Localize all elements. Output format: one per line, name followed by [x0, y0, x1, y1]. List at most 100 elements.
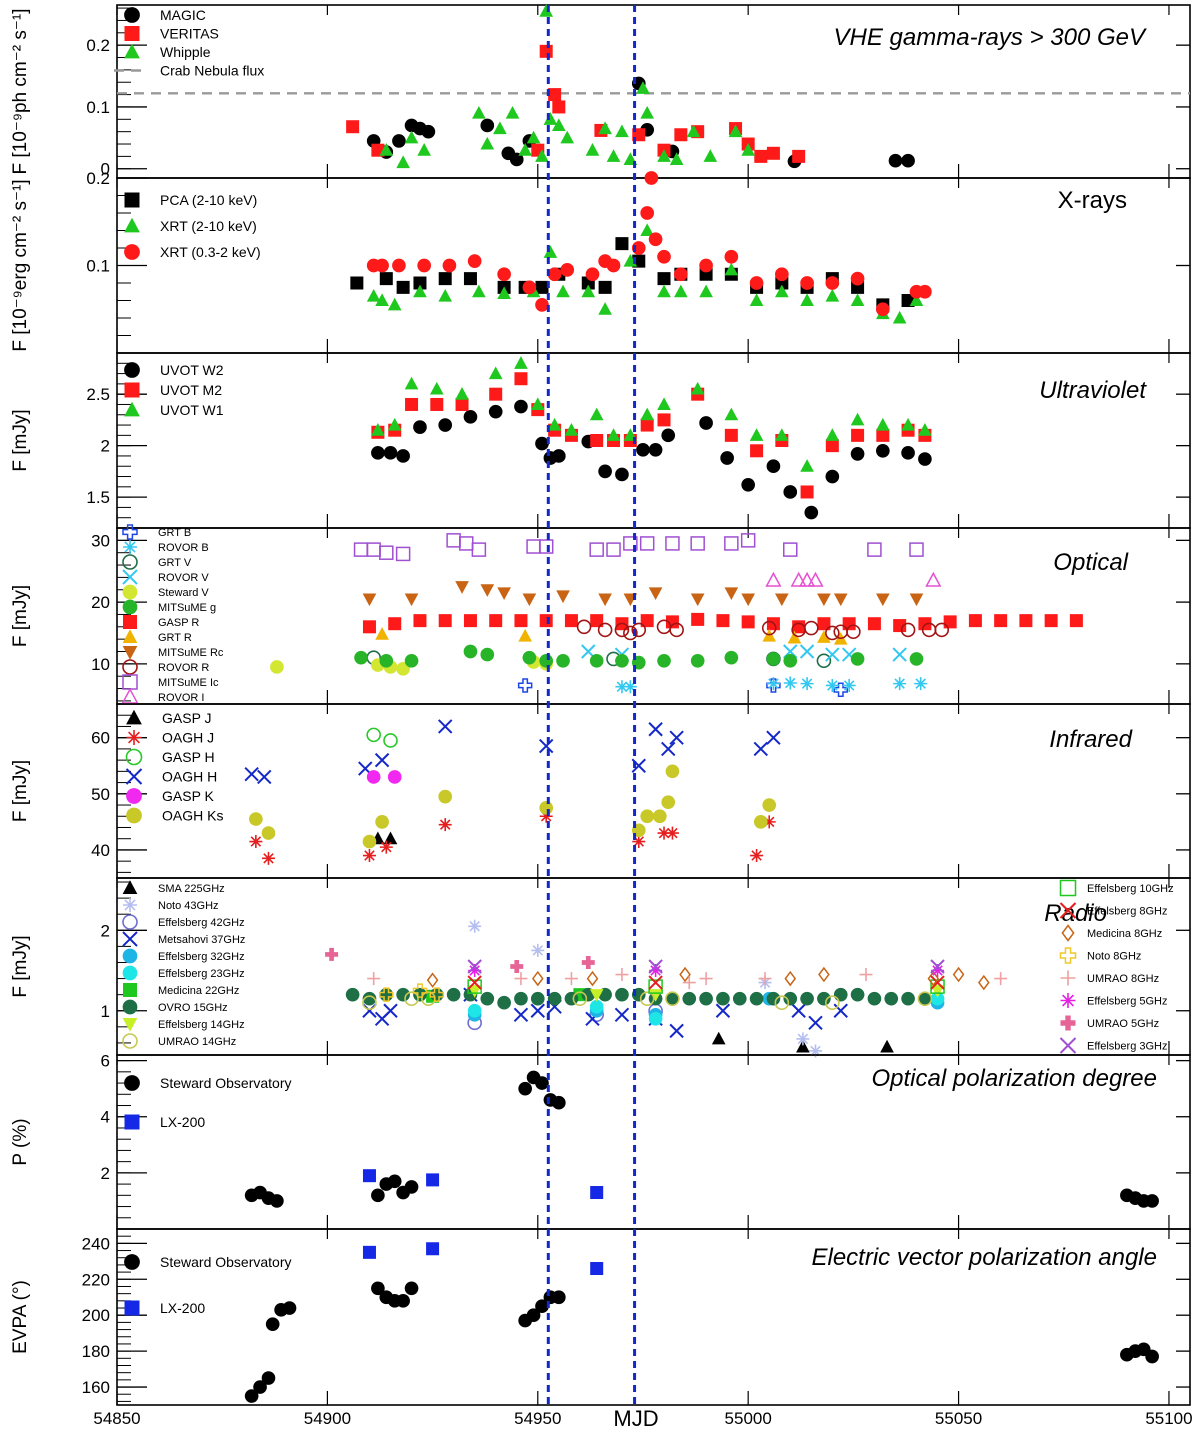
- legend: PCA (2-10 keV) XRT (2-10 keV) XRT (0.3-2 k…: [124, 192, 261, 260]
- panel-frame: [116, 877, 1191, 1056]
- legend-label-grt-b: GRT B: [158, 527, 191, 539]
- legend-marker-sma-225ghz: [122, 880, 138, 894]
- point-mitsume-ic: [909, 542, 924, 557]
- point-umrao-5ghz: [510, 960, 524, 973]
- point-mitsume-ic: [783, 542, 798, 557]
- y-tick-label: 0.2: [86, 169, 110, 188]
- point-xrt-0-3-2-kev: [825, 276, 840, 290]
- panel-opt: 10 20 30 F [mJy] Optical GRT B ROVOR B GRT V ROV…: [10, 524, 1191, 705]
- point-mitsume-ic: [606, 542, 621, 557]
- legend-marker-noto-8ghz: [1059, 947, 1077, 964]
- legend-marker-uvot-m2: [124, 382, 140, 398]
- point-pca-2-10-kev: [535, 280, 549, 294]
- point-xrt-2-10-kev: [749, 293, 764, 307]
- point-ovro-15ghz: [817, 991, 831, 1006]
- x-tick-label: 54900: [304, 1409, 351, 1428]
- point-mitsume-rc: [833, 593, 848, 607]
- point-oagh-ks: [762, 798, 777, 812]
- point-gasp-r: [1019, 614, 1033, 628]
- point-effelsberg-14ghz: [589, 989, 604, 1002]
- point-whipple: [379, 143, 394, 156]
- legend: Steward Observatory LX-200: [124, 1254, 292, 1316]
- point-uvot-w2: [413, 420, 427, 434]
- point-xrt-0-3-2-kev: [392, 258, 406, 273]
- legend-marker-gasp-r: [123, 615, 137, 629]
- x-tick-label: 55050: [935, 1409, 982, 1428]
- legend: GRT B ROVOR B GRT V ROVOR V Steward V MITSuME…: [121, 524, 224, 704]
- legend-label-uvot-w1: UVOT W1: [160, 402, 224, 418]
- legend-label-rovor-v: ROVOR V: [158, 572, 209, 584]
- point-xrt-0-3-2-kev: [522, 280, 537, 295]
- y-tick-label: 40: [91, 841, 110, 860]
- point-ovro-15ghz: [396, 987, 410, 1002]
- point-magic: [421, 124, 436, 139]
- point-mitsume-g: [589, 653, 604, 668]
- point-whipple: [493, 121, 507, 135]
- point-umrao-14ghz: [665, 991, 680, 1006]
- legend-marker-lx-200: [124, 1114, 140, 1130]
- point-gasp-r: [1044, 614, 1058, 628]
- point-oagh-ks: [362, 834, 377, 849]
- legend: MAGIC VERITAS Whipple Crab Nebula flux: [114, 7, 264, 79]
- point-uvot-w1: [918, 423, 932, 436]
- point-xrt-0-3-2-kev: [657, 249, 671, 264]
- point-xrt-0-3-2-kev: [497, 267, 511, 282]
- legend-marker-pca-2-10-kev: [124, 192, 140, 208]
- point-whipple: [615, 124, 629, 138]
- y-tick-label: 1.5: [86, 488, 110, 507]
- point-rovor-b: [825, 678, 839, 692]
- point-ovro-15ghz: [833, 987, 848, 1002]
- point-noto-43ghz: [468, 919, 482, 933]
- point-pca-2-10-kev: [615, 237, 629, 251]
- point-mitsume-rc: [598, 593, 612, 607]
- point-mitsume-rc: [690, 593, 705, 607]
- point-uvot-w2: [551, 449, 566, 463]
- panel-radio: 1 2 F [mJy] Radio SMA 225GHz Noto 43GHz Effels…: [10, 877, 1191, 1058]
- point-umrao-14ghz: [825, 995, 840, 1011]
- point-rovor-i: [765, 571, 782, 587]
- point-magic: [480, 118, 495, 133]
- point-magic: [888, 153, 903, 168]
- point-oagh-ks: [539, 801, 554, 815]
- point-umrao-14ghz: [404, 991, 419, 1006]
- point-whipple: [669, 152, 684, 165]
- point-effelsberg-3ghz: [930, 959, 945, 974]
- point-oagh-h: [244, 766, 259, 782]
- point-lx-200: [426, 1173, 440, 1187]
- y-tick-label: 200: [82, 1306, 110, 1325]
- point-mitsume-ic: [623, 536, 638, 551]
- point-steward-observatory: [404, 1180, 419, 1194]
- legend-marker-medicina-8ghz: [1061, 924, 1075, 942]
- y-axis-label: F [mJy]: [10, 585, 31, 647]
- point-xrt-2-10-kev: [387, 297, 402, 311]
- y-tick-label: 50: [91, 785, 110, 804]
- point-medicina-8ghz: [679, 966, 691, 983]
- point-gasp-r: [665, 615, 679, 629]
- legend-marker-ovro-15ghz: [122, 999, 138, 1015]
- point-xrt-0-3-2-kev: [644, 171, 659, 185]
- point-steward-observatory: [535, 1299, 549, 1314]
- panel-title: Optical: [1053, 549, 1128, 576]
- point-oagh-h: [661, 741, 676, 757]
- y-tick-label: 0: [101, 160, 110, 179]
- legend-marker-umrao-14ghz: [122, 1033, 138, 1049]
- point-gasp-r: [362, 620, 376, 634]
- point-effelsberg-8ghz: [930, 975, 945, 990]
- point-rovor-b: [615, 680, 629, 694]
- panel-frame: [116, 177, 1191, 354]
- point-steward-observatory: [270, 1194, 284, 1208]
- legend-marker-rovor-i: [121, 687, 139, 704]
- point-mitsume-ic: [366, 542, 381, 557]
- point-xrt-2-10-kev: [699, 284, 713, 298]
- legend-marker-gasp-j: [126, 709, 142, 725]
- point-xrt-2-10-kev: [472, 284, 486, 298]
- point-pca-2-10-kev: [463, 272, 477, 286]
- panel-title: VHE gamma-rays > 300 GeV: [834, 24, 1147, 51]
- point-mitsume-rc: [556, 590, 570, 604]
- point-uvot-w1: [640, 407, 655, 421]
- point-rovor-r: [934, 622, 950, 638]
- point-pca-2-10-kev: [438, 272, 452, 286]
- legend-marker-grt-v: [122, 554, 138, 570]
- point-ovro-15ghz: [699, 991, 713, 1006]
- point-xrt-0-3-2-kev: [442, 258, 457, 273]
